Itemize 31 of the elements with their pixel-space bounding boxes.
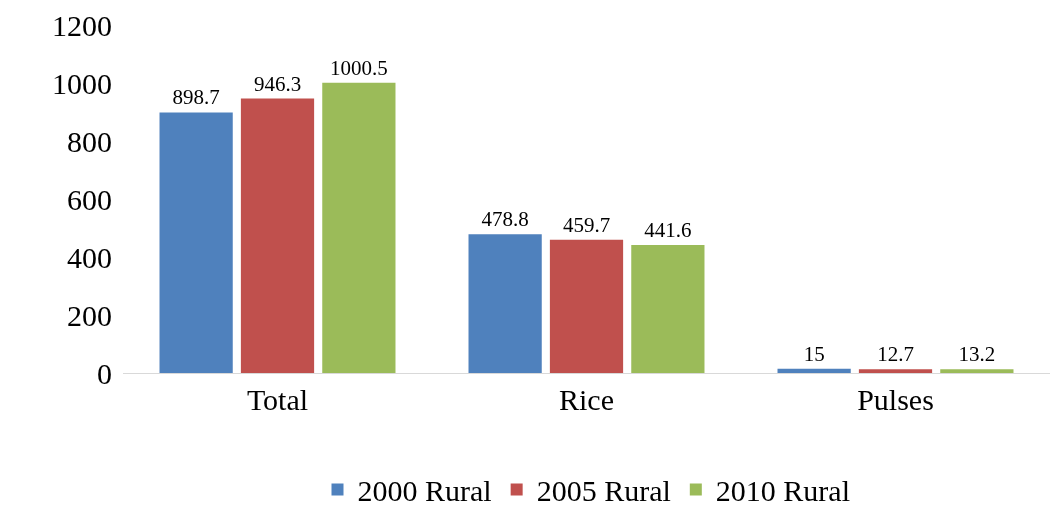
bar [322, 82, 396, 373]
bar [240, 98, 315, 373]
bar [159, 112, 233, 373]
x-tick-label: Rice [559, 383, 614, 416]
bar [940, 369, 1014, 373]
y-tick-label: 800 [67, 124, 112, 158]
data-label: 15 [803, 341, 825, 366]
y-tick-label: 600 [67, 182, 112, 216]
legend-label: 2000 Rural [357, 474, 492, 508]
data-label: 1000.5 [329, 55, 388, 80]
data-label: 459.7 [562, 212, 611, 237]
y-tick-label: 1200 [52, 8, 112, 42]
bar [777, 368, 851, 373]
data-label: 13.2 [958, 342, 996, 367]
data-label: 478.8 [481, 207, 529, 232]
y-tick-label: 200 [67, 298, 112, 332]
legend-label: 2005 Rural [536, 474, 671, 508]
bar [631, 244, 705, 373]
legend-label: 2010 Rural [715, 474, 850, 508]
bar [858, 369, 933, 373]
x-tick-label: Pulses [857, 383, 934, 416]
bar [468, 234, 542, 373]
data-label: 441.6 [644, 217, 692, 242]
data-label: 12.7 [877, 342, 914, 367]
y-tick-label: 1000 [52, 66, 112, 100]
y-tick-label: 400 [67, 240, 112, 274]
data-label: 898.7 [172, 85, 220, 110]
y-tick-label: 0 [97, 356, 112, 390]
x-tick-label: Total [246, 383, 309, 416]
data-label: 946.3 [253, 71, 302, 96]
bar [549, 239, 624, 373]
